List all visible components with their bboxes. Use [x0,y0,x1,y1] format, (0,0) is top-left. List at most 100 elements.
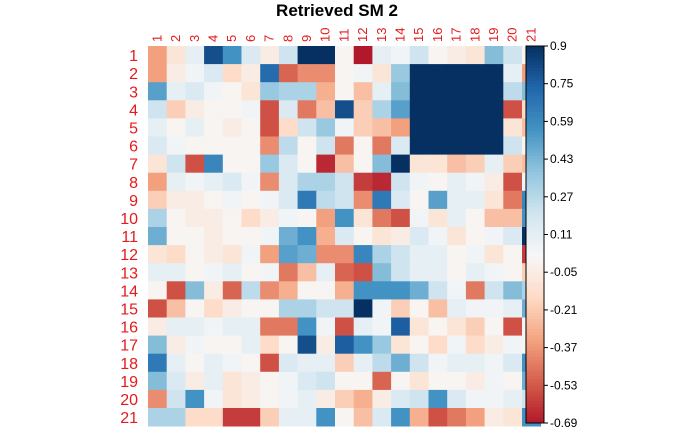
heatmap-cell-r19-c14 [391,371,411,391]
colorbar-segment [526,394,544,399]
colorbar-segment [526,89,544,94]
heatmap-cell-r8-c6 [241,172,261,192]
colorbar-segment [526,269,544,273]
colorbar-tick-label: 0.27 [550,190,574,204]
heatmap-cell-r21-c9 [297,408,317,427]
colorbar-segment [526,149,544,154]
colorbar-segment [526,369,544,374]
colorbar-segment [526,58,544,63]
colorbar-segment [526,165,544,170]
row-label-16: 16 [120,320,138,337]
heatmap-cell-r9-c14 [391,190,411,210]
heatmap-cell-r15-c20 [503,299,523,318]
heatmap-cell-r19-c19 [484,371,504,391]
heatmap-cell-r11-c14 [391,227,411,246]
heatmap-cell-r21-c4 [204,408,224,427]
heatmap-cell-r12-c10 [316,245,336,264]
heatmap-cell-r11-c1 [148,227,168,246]
colorbar-segment [526,250,544,254]
colorbar-segment [526,300,544,305]
heatmap-cell-r20-c5 [222,389,242,409]
heatmap-cell-r7-c14 [391,154,411,174]
colorbar-segment [526,306,544,311]
colorbar-segment [526,297,544,301]
heatmap-cell-r7-c17 [447,154,467,174]
heatmap-cell-r12-c1 [148,245,168,264]
heatmap-cell-r21-c11 [335,408,355,427]
heatmap-cell-r1-c10 [316,46,336,65]
heatmap-cell-r3-c17 [447,82,467,101]
heatmap-cell-r15-c1 [148,299,168,318]
heatmap-cell-r2-c13 [372,64,392,83]
heatmap-cell-r2-c10 [316,64,336,83]
colorbar-segment [526,243,544,248]
heatmap-cell-r6-c20 [503,136,523,155]
heatmap-cell-r10-c17 [447,208,467,228]
heatmap-cell-r3-c9 [297,82,317,101]
colorbar-segment [526,67,544,72]
heatmap-cell-r8-c9 [297,172,317,192]
colorbar-segment [526,93,544,97]
heatmap-cell-r15-c8 [278,299,298,318]
heatmap-cell-r7-c13 [372,154,392,174]
heatmap-cell-r20-c1 [148,389,168,409]
heatmap-cell-r1-c20 [503,46,523,65]
row-label-10: 10 [120,211,138,228]
colorbar-segment [526,168,544,173]
heatmap-cell-r5-c11 [335,118,355,137]
heatmap-cell-r16-c13 [372,317,392,336]
heatmap-cell-r9-c9 [297,190,317,210]
colorbar-segment [526,253,544,257]
heatmap-cell-r12-c16 [428,245,448,264]
column-label-2: 2 [168,35,183,42]
heatmap-cell-r5-c12 [353,118,373,137]
colorbar-segment [526,372,544,377]
heatmap-cell-r19-c16 [428,371,448,391]
heatmap-cell-r10-c15 [409,208,429,228]
heatmap-cell-r7-c1 [148,154,168,174]
column-label-7: 7 [262,35,277,42]
row-label-19: 19 [120,374,138,391]
heatmap-cell-r2-c14 [391,64,411,83]
heatmap-cell-r14-c8 [278,281,298,300]
heatmap-cell-r7-c19 [484,154,504,174]
heatmap-cell-r19-c6 [241,371,261,391]
colorbar-segment [526,416,544,421]
heatmap-cell-r17-c3 [185,335,205,355]
heatmap-cell-r21-c20 [503,408,523,427]
heatmap-cell-r2-c7 [260,64,280,83]
heatmap-cell-r20-c10 [316,389,336,409]
colorbar-tick-label: -0.05 [550,265,578,279]
heatmap-cell-r2-c3 [185,64,205,83]
heatmap-cell-r6-c6 [241,136,261,155]
colorbar-segment [526,130,544,135]
row-label-4: 4 [129,102,138,119]
heatmap-cell-r14-c13 [372,281,392,300]
heatmap-cell-r9-c10 [316,190,336,210]
heatmap-cell-r20-c8 [278,389,298,409]
heatmap-cell-r1-c11 [335,46,355,65]
row-label-17: 17 [120,338,138,355]
colorbar-segment [526,344,544,349]
colorbar-segment [526,102,544,107]
heatmap-cell-r10-c1 [148,208,168,228]
heatmap-cell-r7-c3 [185,154,205,174]
heatmap-cell-r7-c6 [241,154,261,174]
heatmap-cell-r15-c15 [409,299,429,318]
heatmap-cell-r13-c13 [372,263,392,282]
heatmap-cell-r14-c16 [428,281,448,300]
heatmap-cell-r1-c2 [166,46,186,65]
heatmap-cell-r4-c7 [260,100,280,119]
heatmap-cell-r21-c5 [222,408,242,427]
heatmap-cell-r19-c3 [185,371,205,391]
heatmap-cell-r5-c18 [465,118,485,137]
heatmap-cell-r11-c9 [297,227,317,246]
heatmap-cell-r6-c9 [297,136,317,155]
colorbar-segment [526,357,544,361]
heatmap-cell-r15-c7 [260,299,280,318]
colorbar-segment [526,124,544,129]
heatmap-cell-r18-c1 [148,353,168,373]
heatmap-cell-r18-c15 [409,353,429,373]
heatmap-cell-r7-c20 [503,154,523,174]
heatmap-cell-r1-c18 [465,46,485,65]
